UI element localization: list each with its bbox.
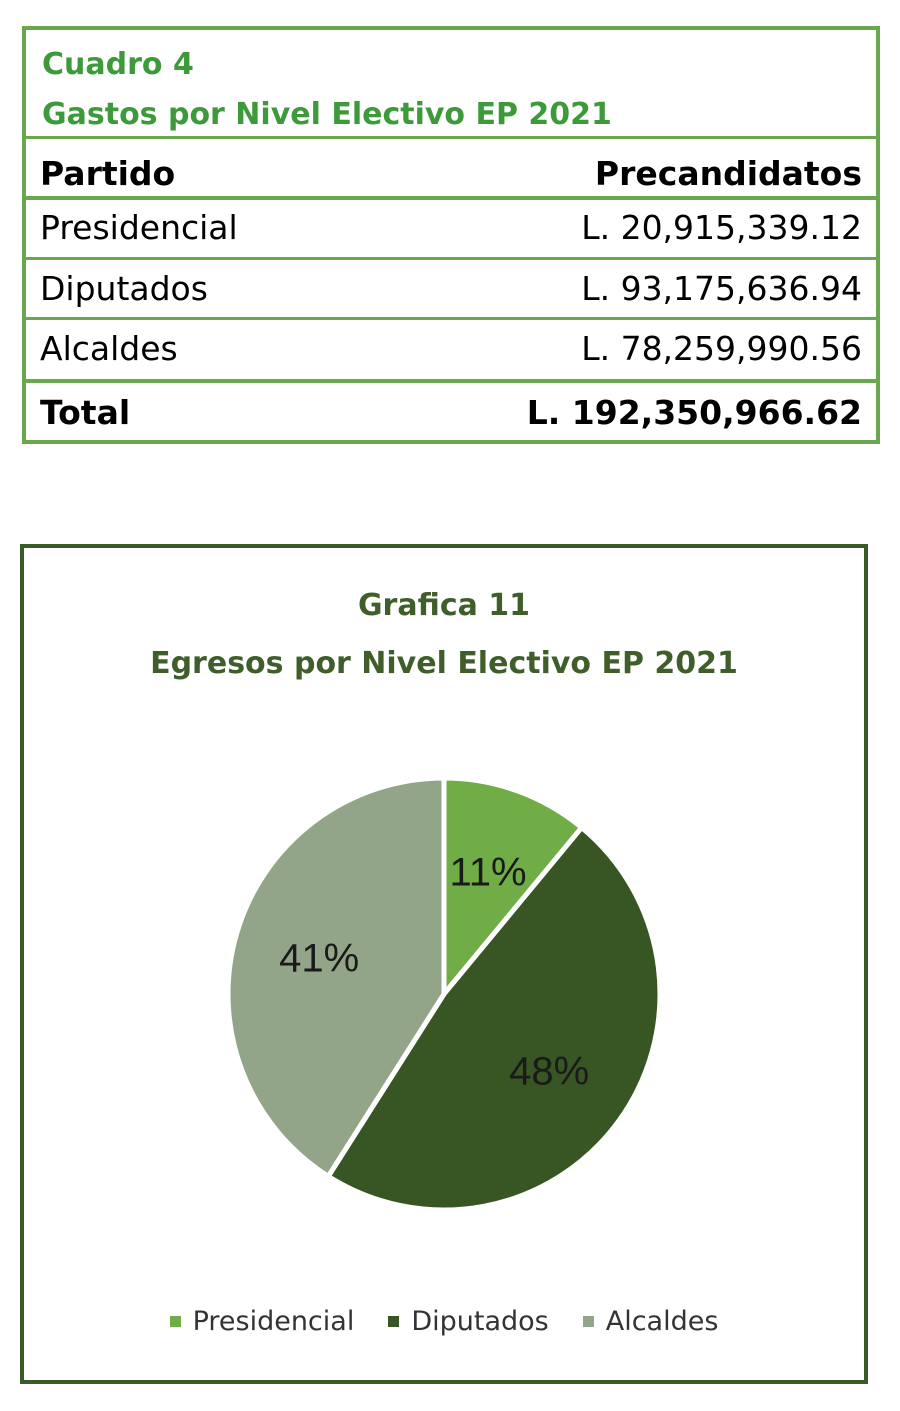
legend-label: Alcaldes [605, 1306, 719, 1337]
data-label-diputados: 48% [509, 1049, 589, 1093]
total-value: L. 192,350,966.62 [526, 392, 862, 432]
legend-item-diputados: Diputados [388, 1306, 549, 1337]
legend-label: Diputados [411, 1306, 549, 1337]
table-header-row: Partido Precandidatos [40, 143, 862, 203]
data-label-presidencial: 11% [449, 851, 526, 895]
divider [26, 136, 876, 139]
row-value: L. 78,259,990.56 [581, 328, 862, 368]
row-value: L. 93,175,636.94 [581, 268, 862, 308]
header-precandidatos: Precandidatos [594, 153, 862, 193]
expense-table: Cuadro 4 Gastos por Nivel Electivo EP 20… [22, 26, 880, 444]
pie-slice-diputados [325, 825, 663, 1213]
pie-chart-panel: Grafica 11 Egresos por Nivel Electivo EP… [20, 544, 868, 1384]
legend-item-alcaldes: Alcaldes [582, 1306, 719, 1337]
legend-swatch [582, 1316, 594, 1327]
divider [26, 379, 876, 383]
table-caption: Cuadro 4 Gastos por Nivel Electivo EP 20… [42, 40, 612, 140]
row-label: Alcaldes [40, 328, 178, 368]
pie-chart: 11% 48% 41% [225, 775, 663, 1213]
divider [26, 196, 876, 200]
divider [26, 317, 876, 320]
table-caption-line1: Cuadro 4 [42, 47, 194, 82]
divider [26, 257, 876, 260]
row-value: L. 20,915,339.12 [581, 207, 862, 247]
chart-title: Grafica 11 [357, 588, 531, 623]
table-row: Presidencial L. 20,915,339.12 [40, 197, 862, 257]
table-row: Alcaldes L. 78,259,990.56 [40, 318, 862, 378]
chart-legend: Presidencial Diputados Alcaldes [24, 1306, 864, 1337]
legend-swatch [169, 1316, 181, 1327]
row-label: Diputados [40, 268, 208, 308]
pie-slice-presidencial [441, 775, 585, 997]
table-total-row: Total L. 192,350,966.62 [40, 382, 862, 442]
pie-slice-alcaldes [225, 775, 447, 1179]
legend-swatch [388, 1316, 400, 1327]
table-caption-line2: Gastos por Nivel Electivo EP 2021 [42, 97, 612, 132]
data-label-alcaldes: 41% [279, 937, 359, 981]
chart-subtitle: Egresos por Nivel Electivo EP 2021 [150, 646, 738, 681]
table-row: Diputados L. 93,175,636.94 [40, 258, 862, 318]
total-label: Total [40, 392, 131, 432]
legend-label: Presidencial [192, 1306, 355, 1337]
legend-item-presidencial: Presidencial [169, 1306, 355, 1337]
header-partido: Partido [40, 153, 176, 193]
row-label: Presidencial [40, 207, 238, 247]
